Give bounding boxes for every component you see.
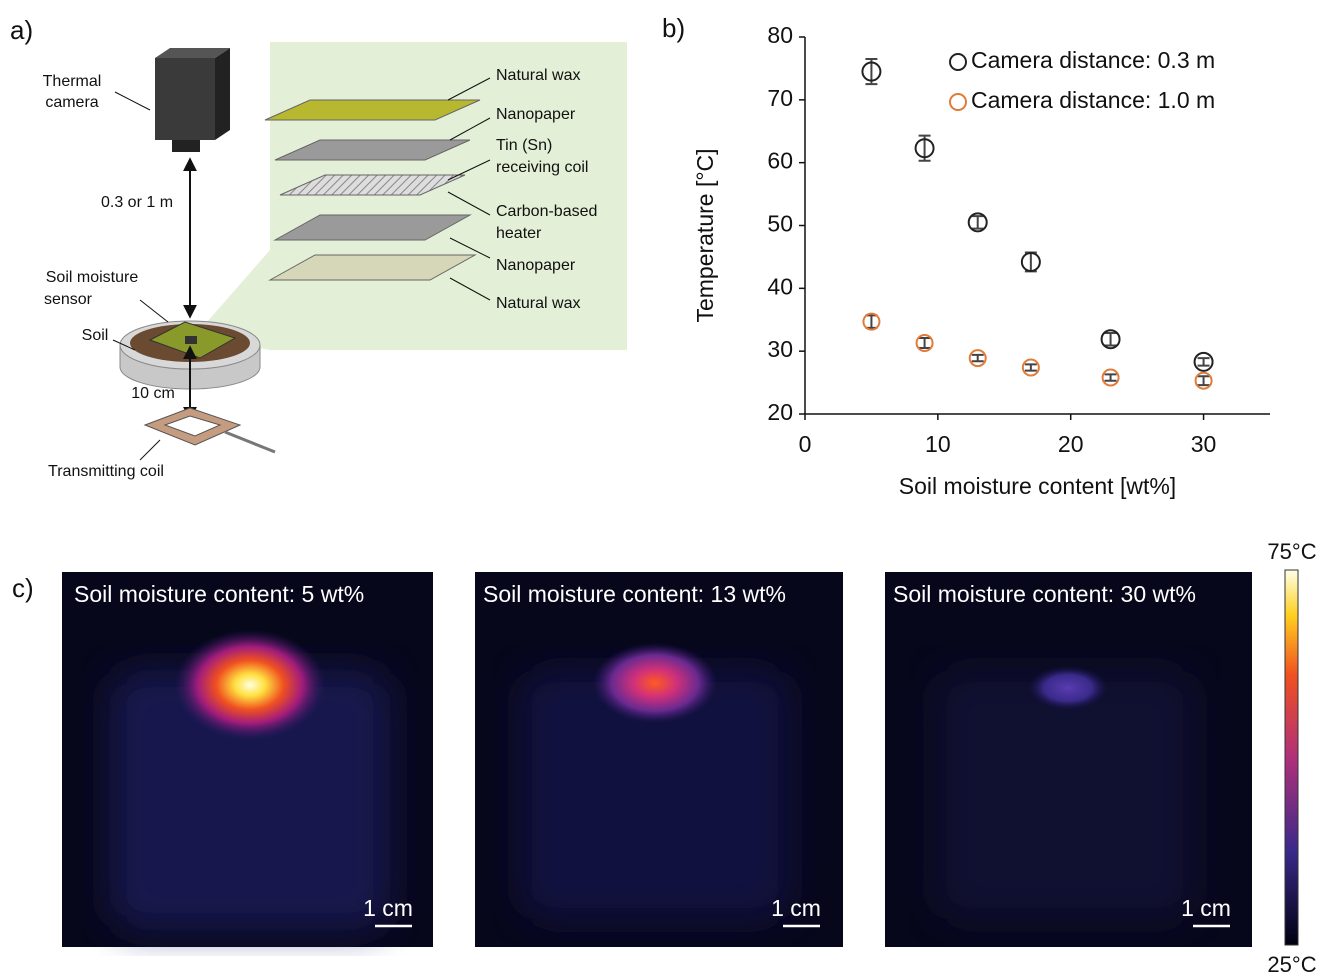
label: Carbon-based: [496, 203, 597, 220]
error-bar: [1025, 253, 1037, 272]
x-tick-label: 0: [799, 431, 812, 457]
label: sensor: [44, 291, 93, 308]
label: Soil moisture: [46, 269, 139, 286]
panel-label: b): [662, 13, 685, 43]
y-tick-label: 80: [767, 22, 793, 48]
colorbar: [1285, 570, 1298, 945]
error-bar: [1198, 358, 1210, 366]
x-tick-label: 10: [925, 431, 951, 457]
scale-label: 1 cm: [363, 895, 413, 921]
image-title: Soil moisture content: 30 wt%: [893, 581, 1196, 607]
x-tick-label: 20: [1058, 431, 1084, 457]
panel-a: a) Thermal camera 0.3 or 1 m Soil moistu…: [10, 15, 627, 480]
leader: [140, 440, 160, 460]
error-bar: [1198, 376, 1210, 385]
label: camera: [45, 94, 98, 111]
scale-label: 1 cm: [771, 895, 821, 921]
panel-c: c) Soil moisture content: 5 wt% 1 cm Soi…: [12, 539, 1317, 977]
error-bar: [1105, 374, 1117, 380]
panel-label: a): [10, 15, 33, 45]
label: 10 cm: [131, 385, 175, 402]
label: Soil: [82, 327, 109, 344]
thermal-image: Soil moisture content: 5 wt% 1 cm: [62, 572, 433, 947]
error-bar: [972, 355, 984, 361]
y-tick-label: 60: [767, 148, 793, 174]
x-tick-label: 30: [1191, 431, 1217, 457]
wire: [225, 432, 275, 452]
leader: [140, 300, 168, 322]
leader: [115, 92, 150, 110]
label: Thermal: [43, 73, 102, 90]
y-axis-title: Temperature [°C]: [692, 148, 718, 322]
label: Natural wax: [496, 67, 580, 84]
label: Nanopaper: [496, 257, 576, 274]
error-bar: [972, 216, 984, 229]
error-bar: [1105, 333, 1117, 346]
image-title: Soil moisture content: 13 wt%: [483, 581, 786, 607]
legend-label: Camera distance: 0.3 m: [971, 47, 1215, 73]
error-bar: [1025, 364, 1037, 370]
y-tick-label: 20: [767, 399, 793, 425]
label: Nanopaper: [496, 106, 576, 123]
sensor-chip: [185, 336, 197, 344]
label: Natural wax: [496, 295, 580, 312]
y-tick-label: 50: [767, 211, 793, 237]
panel-b: b) 20 30 40 50 60 70 80 0 10 20 30 Soil moisture co…: [662, 13, 1270, 499]
y-tick-label: 30: [767, 336, 793, 362]
camera-body: [155, 58, 215, 140]
scale-label: 1 cm: [1181, 895, 1231, 921]
colorbar-max: 75°C: [1267, 539, 1316, 564]
x-axis-title: Soil moisture content [wt%]: [899, 473, 1176, 499]
image-title: Soil moisture content: 5 wt%: [74, 581, 364, 607]
legend-marker: [950, 94, 966, 110]
legend-marker: [950, 54, 966, 70]
label: Transmitting coil: [48, 463, 164, 480]
thermal-image: Soil moisture content: 13 wt% 1 cm: [475, 572, 843, 947]
legend-label: Camera distance: 1.0 m: [971, 87, 1215, 113]
error-bar: [919, 338, 931, 348]
y-tick-label: 40: [767, 273, 793, 299]
error-bar: [865, 315, 877, 328]
label: 0.3 or 1 m: [101, 194, 173, 211]
label: receiving coil: [496, 159, 588, 176]
panel-label: c): [12, 573, 34, 603]
camera-side: [215, 48, 230, 140]
y-tick-label: 70: [767, 85, 793, 111]
figure: a) Thermal camera 0.3 or 1 m Soil moistu…: [0, 0, 1322, 978]
camera-lens: [172, 140, 200, 152]
label: heater: [496, 225, 542, 242]
thermal-image: Soil moisture content: 30 wt% 1 cm: [885, 572, 1252, 947]
label: Tin (Sn): [496, 137, 552, 154]
colorbar-min: 25°C: [1267, 952, 1316, 977]
